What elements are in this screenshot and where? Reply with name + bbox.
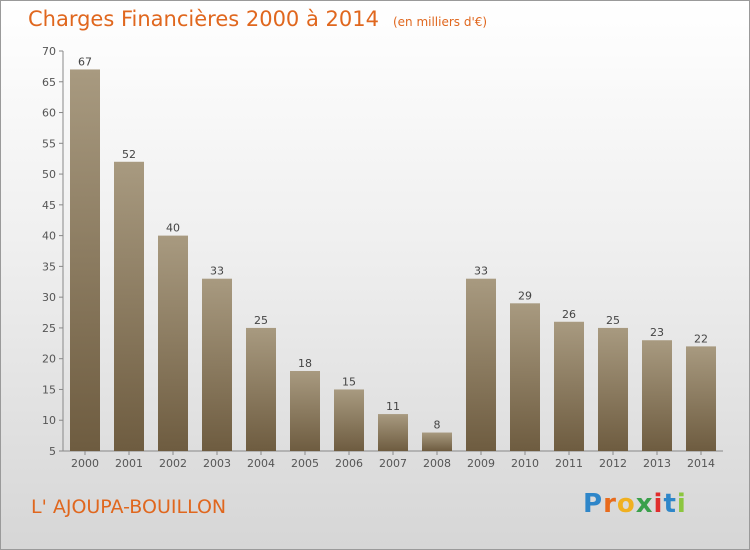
- title-unit: (en milliers d'€): [392, 15, 488, 29]
- y-tick-label: 60: [42, 107, 56, 120]
- x-tick-label-2013: 2013: [643, 457, 671, 470]
- value-label-2008: 8: [434, 419, 441, 432]
- x-tick-label-2007: 2007: [379, 457, 407, 470]
- value-label-2012: 25: [606, 314, 620, 327]
- y-tick-label: 70: [42, 45, 56, 58]
- y-tick-label: 35: [42, 260, 56, 273]
- y-tick-label: 5: [49, 445, 56, 458]
- bars: 67 52 40 33 25 18 15 11 8 33 29 26 25 23 22: [70, 55, 716, 451]
- value-label-2006: 15: [342, 375, 356, 388]
- bar-2011: [554, 321, 584, 451]
- bar-2000: [70, 69, 100, 451]
- bar-2003: [202, 278, 232, 451]
- title-text: Charges Financières 2000 à 2014: [28, 7, 379, 31]
- value-label-2010: 29: [518, 289, 532, 302]
- bar-2008: [422, 432, 452, 451]
- y-tick-label: 15: [42, 383, 56, 396]
- logo-letter: i: [653, 489, 664, 519]
- value-label-2001: 52: [122, 148, 136, 161]
- y-tick-label: 20: [42, 353, 56, 366]
- x-tick-label-2009: 2009: [467, 457, 495, 470]
- bar-2013: [642, 340, 672, 451]
- x-tick-label-2012: 2012: [599, 457, 627, 470]
- y-tick-label: 55: [42, 137, 56, 150]
- y-tick-label: 25: [42, 322, 56, 335]
- x-tick-label-2004: 2004: [247, 457, 275, 470]
- value-label-2005: 18: [298, 357, 312, 370]
- axes: 5 10 15 20 25 30 35 40 45 50 55 60 65 70 2000 2001 2002 2…: [42, 45, 723, 470]
- value-label-2003: 33: [210, 265, 224, 278]
- x-tick-label-2000: 2000: [71, 457, 99, 470]
- value-label-2000: 67: [78, 55, 92, 68]
- y-tick-label: 10: [42, 414, 56, 427]
- value-label-2004: 25: [254, 314, 268, 327]
- x-tick-label-2010: 2010: [511, 457, 539, 470]
- x-tick-label-2002: 2002: [159, 457, 187, 470]
- x-tick-label-2011: 2011: [555, 457, 583, 470]
- value-label-2014: 22: [694, 332, 708, 345]
- x-tick-label-2001: 2001: [115, 457, 143, 470]
- bar-2002: [158, 235, 188, 451]
- x-tick-label-2008: 2008: [423, 457, 451, 470]
- bar-2009: [466, 278, 496, 451]
- proxiti-logo: Proxiti: [583, 489, 687, 519]
- value-label-2007: 11: [386, 400, 400, 413]
- value-label-2002: 40: [166, 222, 180, 235]
- bar-2005: [290, 371, 320, 451]
- logo-letter: i: [676, 489, 687, 519]
- chart-title: Charges Financières 2000 à 2014 (en milli…: [28, 7, 487, 31]
- bar-2012: [598, 327, 628, 451]
- logo-letter: P: [583, 489, 604, 519]
- bar-2010: [510, 303, 540, 451]
- bar-2001: [114, 161, 144, 451]
- value-label-2011: 26: [562, 308, 576, 321]
- logo-letter: x: [635, 489, 654, 519]
- y-tick-label: 50: [42, 168, 56, 181]
- y-tick-label: 65: [42, 76, 56, 89]
- y-tick-label: 30: [42, 291, 56, 304]
- bar-2004: [246, 327, 276, 451]
- value-label-2013: 23: [650, 326, 664, 339]
- y-tick-label: 45: [42, 199, 56, 212]
- logo-letter: r: [603, 489, 617, 519]
- bar-2014: [686, 346, 716, 451]
- x-tick-label-2005: 2005: [291, 457, 319, 470]
- x-tick-label-2006: 2006: [335, 457, 363, 470]
- x-tick-label-2014: 2014: [687, 457, 715, 470]
- logo-letter: t: [663, 489, 677, 519]
- value-label-2009: 33: [474, 265, 488, 278]
- bar-2007: [378, 414, 408, 451]
- y-tick-label: 40: [42, 230, 56, 243]
- logo-letter: o: [616, 489, 636, 519]
- commune-name: L' AJOUPA-BOUILLON: [31, 496, 227, 518]
- x-tick-label-2003: 2003: [203, 457, 231, 470]
- bar-2006: [334, 389, 364, 451]
